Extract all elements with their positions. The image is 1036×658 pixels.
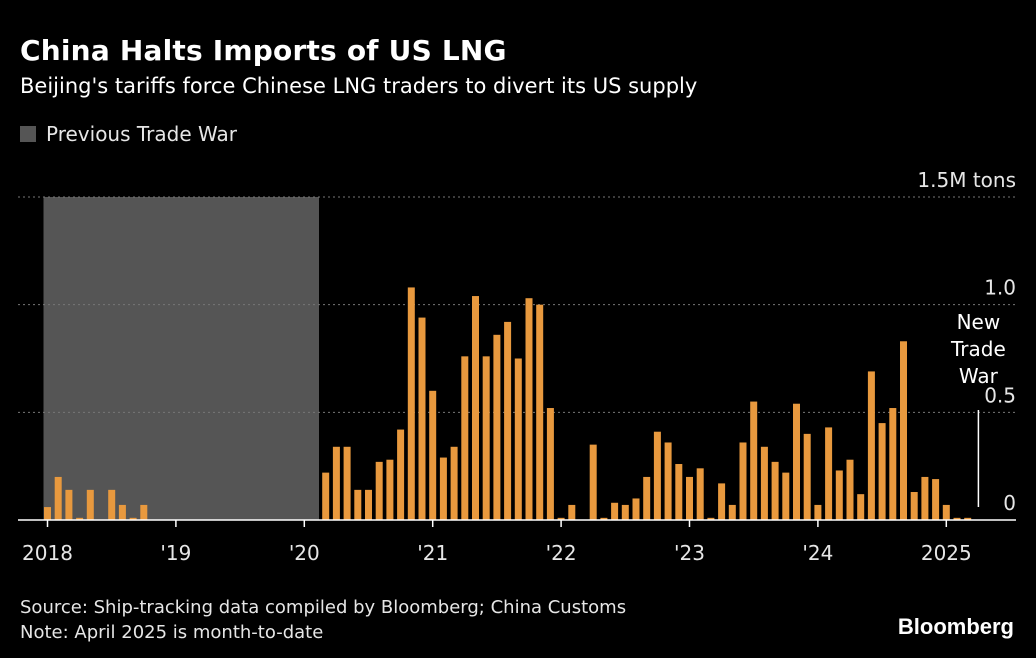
bar (568, 504, 576, 520)
bar (140, 504, 148, 520)
bar (407, 287, 415, 520)
x-tick-label: '24 (802, 541, 833, 565)
legend-label: Previous Trade War (46, 122, 237, 146)
bar (418, 317, 426, 520)
bar (322, 472, 330, 520)
annotation-text: War (959, 364, 999, 388)
chart-subtitle: Beijing's tariffs force Chinese LNG trad… (20, 74, 698, 98)
annotation-text: Trade (950, 337, 1006, 361)
y-tick-label: 0 (1003, 491, 1016, 515)
bar (718, 483, 726, 520)
bar (835, 470, 843, 520)
bar (760, 446, 768, 520)
bar (589, 444, 597, 520)
bar (878, 423, 886, 520)
bar (964, 517, 972, 520)
bar (482, 356, 490, 520)
bar (611, 502, 619, 520)
bar (397, 429, 405, 520)
bar (504, 321, 512, 520)
x-tick-label: '21 (417, 541, 448, 565)
bloomberg-logo: Bloomberg (897, 614, 1014, 639)
bar (675, 464, 683, 520)
bar (889, 408, 897, 520)
shaded-region-previous-trade-war (43, 197, 319, 520)
bar (429, 390, 437, 520)
bar (536, 304, 544, 520)
bar (365, 489, 372, 520)
bar (375, 461, 383, 520)
x-tick-label: '23 (674, 541, 705, 565)
bar (546, 408, 554, 520)
bar (44, 507, 51, 520)
bar (332, 446, 340, 520)
y-tick-label: 1.0 (984, 276, 1016, 300)
bar (557, 517, 565, 520)
bar (921, 476, 929, 520)
footer: Source: Ship-tracking data compiled by B… (20, 595, 626, 645)
bar (653, 431, 661, 520)
bar (910, 492, 918, 520)
bar (621, 504, 629, 520)
annotation-text: New (957, 310, 1001, 334)
y-tick-label: 1.5M tons (917, 168, 1016, 192)
bar (86, 489, 94, 520)
bar (450, 446, 458, 520)
bar (439, 457, 447, 520)
bar (664, 442, 672, 520)
x-tick-label: '20 (289, 541, 320, 565)
y-tick-label: 0.5 (984, 383, 1016, 407)
legend-swatch (20, 126, 36, 142)
x-tick-label: '22 (546, 541, 577, 565)
x-tick-label: '19 (160, 541, 191, 565)
bar (728, 504, 736, 520)
bar (600, 517, 608, 520)
bar (750, 401, 758, 520)
bar (343, 446, 351, 520)
bar (782, 472, 790, 520)
date-note: Note: April 2025 is month-to-date (20, 622, 324, 643)
bar (65, 489, 73, 520)
chart-title: China Halts Imports of US LNG (20, 34, 507, 67)
bar (472, 296, 479, 520)
bar (686, 476, 693, 520)
bar (54, 476, 62, 520)
bar (632, 498, 640, 520)
bar (493, 334, 501, 520)
x-tick-label: 2018 (22, 541, 73, 565)
bar (76, 517, 84, 520)
bar (118, 504, 126, 520)
bar (771, 461, 779, 520)
bar (825, 427, 833, 520)
bar (525, 298, 533, 520)
bar (108, 489, 116, 520)
bar (129, 517, 137, 520)
bar (932, 479, 940, 520)
bar (942, 504, 950, 520)
bar (867, 371, 875, 520)
bar (739, 442, 747, 520)
bar (846, 459, 854, 520)
bar (793, 403, 800, 520)
bar (514, 358, 522, 520)
bar (696, 468, 704, 520)
bar (814, 504, 822, 520)
bar (857, 494, 865, 520)
legend: Previous Trade War (20, 122, 237, 146)
source-note: Source: Ship-tracking data compiled by B… (20, 597, 627, 618)
bar (900, 341, 907, 520)
bar (386, 459, 394, 520)
bar (461, 356, 469, 520)
bar (354, 489, 362, 520)
bar (643, 476, 651, 520)
bar (803, 433, 811, 520)
x-tick-label: 2025 (921, 541, 972, 565)
bar (953, 517, 961, 520)
bar (707, 517, 715, 520)
